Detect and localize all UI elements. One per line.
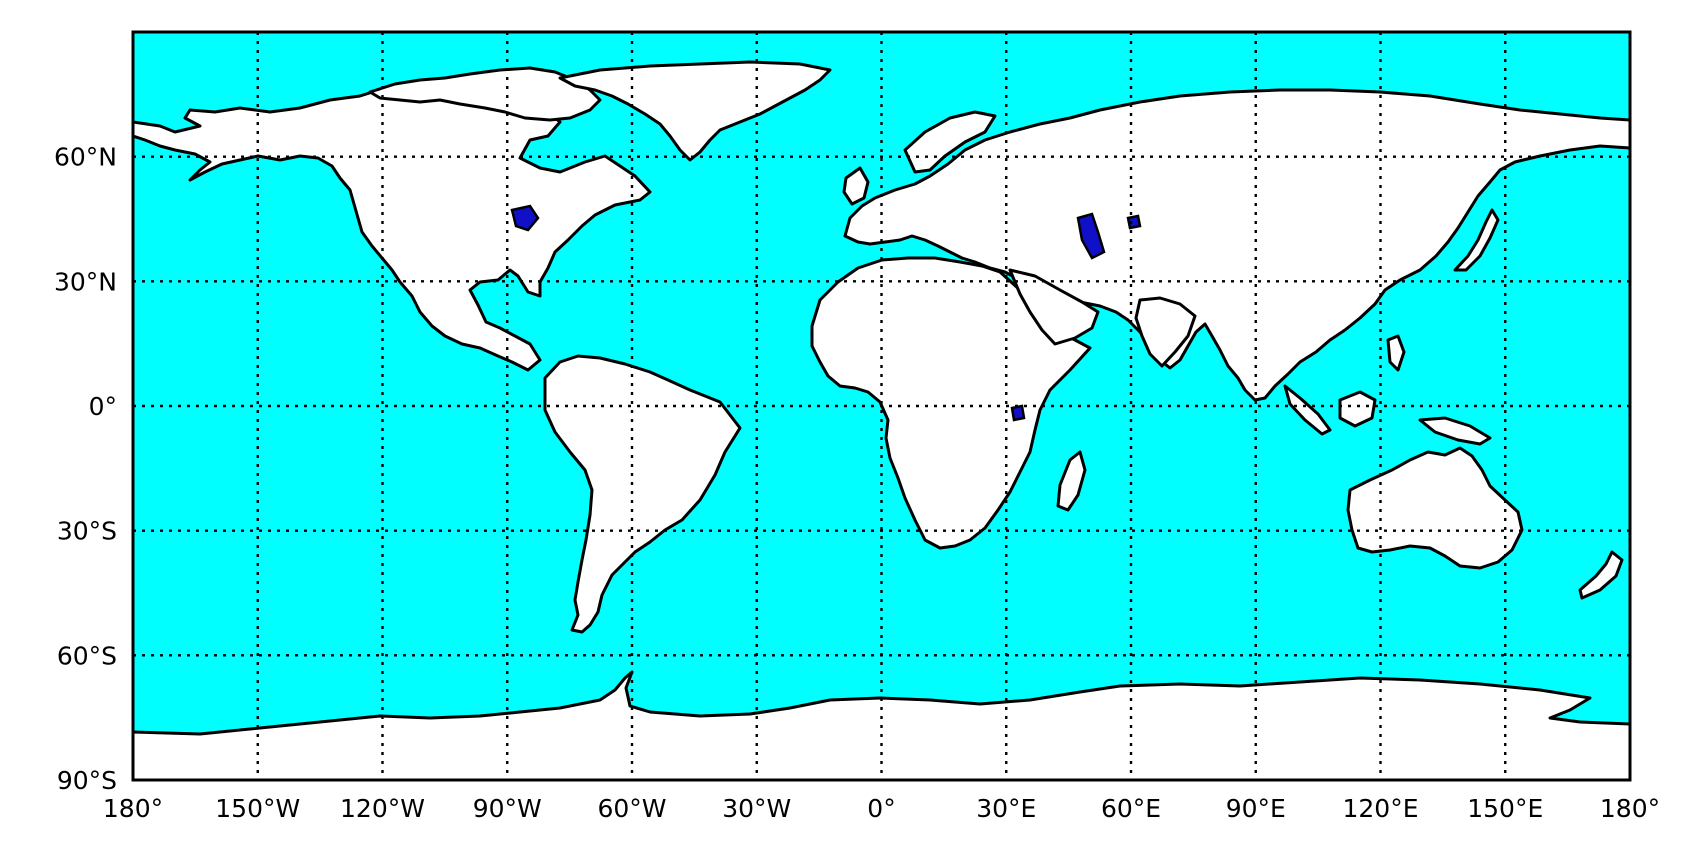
new-zealand	[1578, 550, 1624, 600]
latitude-tick-label: 0°	[89, 392, 117, 421]
latitude-labels: 60°N 30°N 0° 30°S 60°S 90°S	[54, 143, 117, 795]
caspian-sea	[1076, 212, 1106, 260]
aral-sea	[1126, 214, 1142, 230]
latitude-tick-label: 60°S	[57, 641, 117, 670]
australia	[1346, 446, 1524, 570]
longitude-tick-label: 60°E	[1101, 794, 1161, 823]
longitude-tick-label: 150°E	[1467, 794, 1543, 823]
longitude-tick-label: 180°	[1600, 794, 1660, 823]
longitude-tick-label: 120°W	[340, 794, 425, 823]
longitude-tick-label: 60°W	[597, 794, 666, 823]
graticule	[133, 32, 1630, 780]
longitude-tick-label: 180°	[103, 794, 163, 823]
latitude-tick-label: 90°S	[57, 766, 117, 795]
philippines	[1386, 334, 1406, 372]
borneo	[1338, 390, 1377, 428]
latitude-tick-label: 30°S	[57, 517, 117, 546]
japan	[1453, 208, 1500, 272]
madagascar	[1056, 450, 1087, 512]
great-lakes	[510, 204, 540, 232]
british-isles	[842, 166, 870, 206]
longitude-tick-label: 0°	[867, 794, 895, 823]
longitude-tick-label: 30°E	[976, 794, 1036, 823]
india	[1134, 296, 1197, 368]
longitude-tick-label: 90°E	[1226, 794, 1286, 823]
latitude-tick-label: 30°N	[54, 267, 117, 296]
longitude-tick-label: 30°W	[722, 794, 791, 823]
lake-victoria	[1010, 404, 1026, 422]
sumatra	[1283, 384, 1332, 436]
continents	[133, 60, 1630, 780]
new-guinea	[1418, 416, 1492, 446]
latitude-tick-label: 60°N	[54, 143, 117, 172]
map-frame	[131, 30, 1632, 782]
arctic-islands	[368, 66, 602, 122]
longitude-tick-label: 120°E	[1342, 794, 1418, 823]
arabian-peninsula	[1008, 268, 1100, 346]
south-america	[543, 354, 742, 634]
longitude-labels: 180° 150°W 120°W 90°W 60°W 30°W 0° 30°E 60°E 90°E…	[103, 794, 1660, 823]
longitude-tick-label: 90°W	[473, 794, 542, 823]
longitude-tick-label: 150°W	[215, 794, 300, 823]
